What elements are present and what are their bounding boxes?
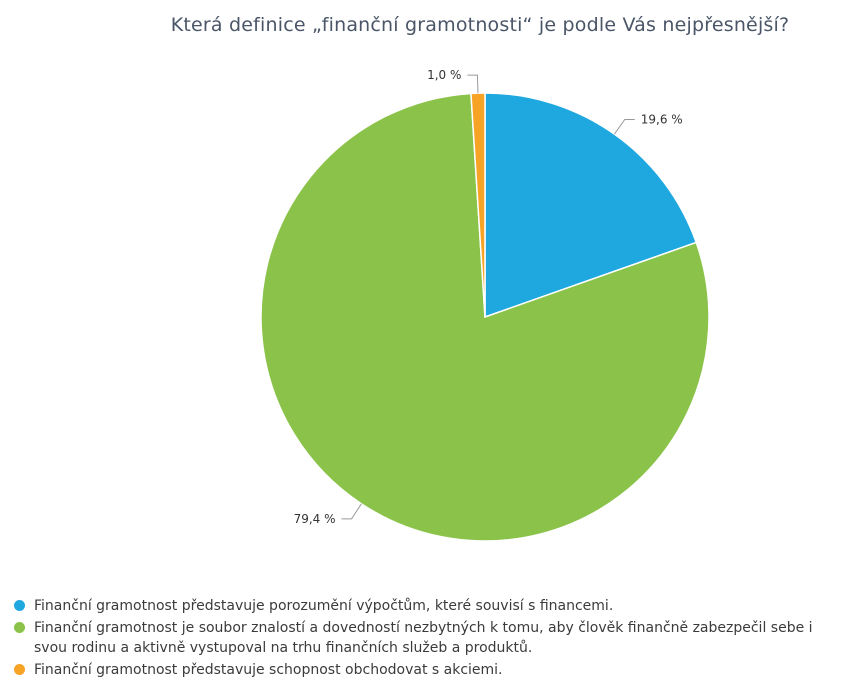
pie-slice-3 bbox=[470, 92, 486, 318]
chart-title: Která definice „finanční gramotnosti“ je… bbox=[170, 14, 790, 36]
data-label-2: 79,4 % bbox=[294, 512, 336, 526]
data-label-1: 19,6 % bbox=[641, 112, 683, 126]
legend-item-2[interactable]: Finanční gramotnost je soubor znalostí a… bbox=[14, 618, 839, 658]
data-label-3: 1,0 % bbox=[427, 68, 461, 82]
data-label-leader-2 bbox=[341, 503, 362, 520]
legend-label-2: Finanční gramotnost je soubor znalostí a… bbox=[34, 620, 813, 656]
legend-swatch-3 bbox=[14, 664, 25, 675]
data-label-leader-3 bbox=[467, 74, 479, 94]
legend-item-3[interactable]: Finanční gramotnost představuje schopnos… bbox=[14, 660, 839, 680]
legend-item-1[interactable]: Finanční gramotnost představuje porozumě… bbox=[14, 596, 839, 616]
pie-slice-2 bbox=[260, 92, 710, 542]
legend-label-3: Finanční gramotnost představuje schopnos… bbox=[34, 662, 503, 678]
legend-swatch-2 bbox=[14, 622, 25, 633]
data-label-leader-1 bbox=[613, 118, 635, 135]
legend-label-1: Finanční gramotnost představuje porozumě… bbox=[34, 598, 614, 614]
legend: Finanční gramotnost představuje porozumě… bbox=[14, 596, 839, 682]
legend-swatch-1 bbox=[14, 600, 25, 611]
pie-chart: 19,6 % 79,4 % 1,0 % bbox=[260, 68, 710, 542]
